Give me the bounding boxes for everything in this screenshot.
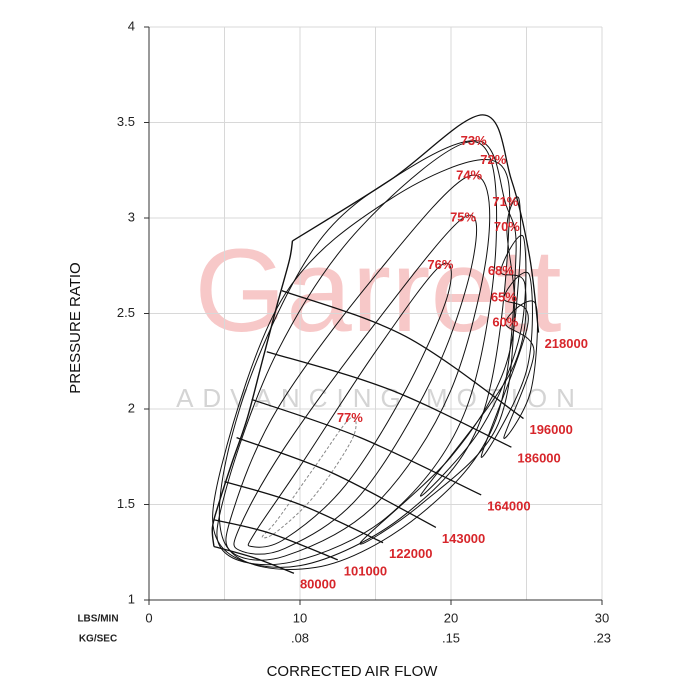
speed-line [213,519,338,561]
speed-label: 218000 [545,336,588,351]
x2-tick-label: .08 [291,630,309,645]
speed-label: 122000 [389,546,432,561]
efficiency-label: 65% [491,290,517,305]
efficiency-island [216,141,498,566]
y-tick-label: 1 [128,591,135,606]
y-tick-label: 4 [128,18,135,33]
speed-line [213,545,295,574]
efficiency-island [233,214,478,555]
y-axis-title: PRESSURE RATIO [67,262,84,393]
x2-tick-label: .23 [593,630,611,645]
speed-label: 164000 [487,498,530,513]
efficiency-island [359,196,522,545]
x-tick-label: 10 [293,610,307,625]
efficiency-island [218,140,517,570]
x2-tick-label: .15 [442,630,460,645]
efficiency-label: 77% [337,410,363,425]
efficiency-island [420,234,527,497]
efficiency-label: 68% [488,263,514,278]
x-tick-label: 30 [595,610,609,625]
speed-label: 186000 [517,451,560,466]
speed-line [224,480,384,544]
efficiency-label: 70% [494,219,520,234]
watermark-title: Garrett [194,225,561,357]
speed-line [266,351,512,448]
x-tick-label: 20 [444,610,458,625]
y-tick-label: 2 [128,400,135,415]
x-axis-title: CORRECTED AIR FLOW [267,663,439,680]
y-tick-label: 3.5 [117,114,135,129]
efficiency-island [261,416,357,539]
speed-label: 101000 [344,563,387,578]
speed-label: 196000 [529,422,572,437]
efficiency-label: 73% [461,133,487,148]
y-tick-label: 2.5 [117,305,135,320]
x-tick-label: 0 [145,610,152,625]
x2-unit: KG/SEC [79,634,117,645]
speed-line [251,398,482,496]
efficiency-label: 60% [492,314,518,329]
efficiency-label: 76% [427,257,453,272]
y-tick-label: 1.5 [117,496,135,511]
speed-label: 143000 [442,531,485,546]
y-tick-label: 3 [128,209,135,224]
speed-line [236,437,437,528]
efficiency-island [480,271,533,458]
x-unit: LBS/MIN [77,614,118,625]
surge-line [211,240,294,547]
efficiency-label: 74% [456,167,482,182]
efficiency-label: 71% [492,194,518,209]
efficiency-label: 72% [480,152,506,167]
speed-label: 80000 [300,577,336,592]
speed-line [292,114,540,333]
efficiency-label: 75% [450,209,476,224]
speed-line [281,289,524,420]
